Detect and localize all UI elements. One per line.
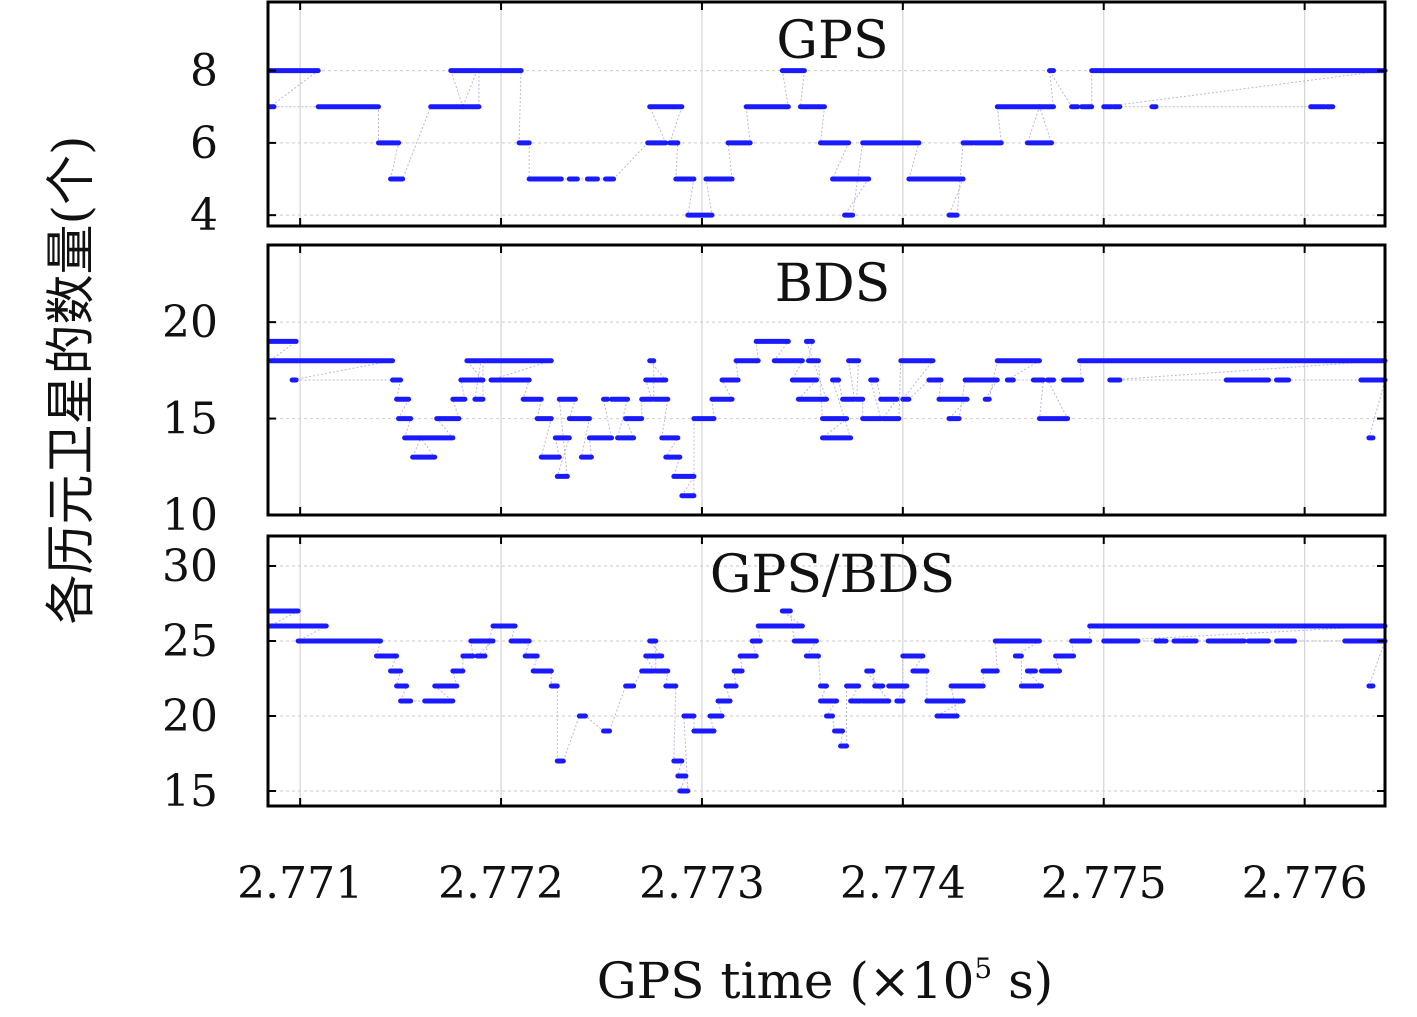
x-tick-label: 2.772 — [438, 858, 564, 909]
x-tick-label: 2.776 — [1242, 858, 1368, 909]
x-axis-label-suffix: s) — [992, 952, 1053, 1010]
x-tick-label: 2.773 — [639, 858, 765, 909]
y-tick-label: 15 — [162, 766, 218, 817]
panel-title: GPS — [776, 11, 888, 71]
y-axis-label: 各历元卫星的数量(个) — [42, 135, 100, 624]
y-tick-label: 30 — [162, 541, 218, 592]
chart-panels: 4 6 8 GPS 10 15 20 BDS 15 20 25 30 GPS/BDS 2.771 2.772… — [162, 0, 1388, 909]
y-tick-label: 20 — [162, 297, 218, 348]
y-tick-label: 20 — [162, 691, 218, 742]
panel-title: GPS/BDS — [710, 545, 955, 605]
y-tick-label: 4 — [190, 190, 218, 241]
x-axis-label-exponent: 5 — [974, 952, 992, 985]
chart-panel-3: 15 20 25 30 GPS/BDS 2.771 2.772 2.773 2.774 2.775… — [162, 534, 1388, 909]
chart-panel-2: 10 15 20 BDS — [162, 243, 1388, 541]
plot-frame — [266, 243, 1387, 517]
y-tick-label: 25 — [162, 616, 218, 667]
x-axis-label: GPS time (×105 s) — [597, 952, 1054, 1010]
chart-panel-1: 4 6 8 GPS — [190, 0, 1388, 241]
plot-frame — [266, 0, 1387, 228]
y-tick-label: 10 — [162, 490, 218, 541]
y-tick-label: 6 — [190, 118, 218, 169]
x-tick-label: 2.774 — [840, 858, 966, 909]
x-tick-label: 2.771 — [237, 858, 363, 909]
y-tick-label: 8 — [190, 46, 218, 97]
plot-frame — [266, 534, 1387, 808]
x-tick-label: 2.775 — [1041, 858, 1167, 909]
x-axis-label-prefix: GPS time (×10 — [597, 952, 975, 1010]
y-tick-label: 15 — [162, 394, 218, 445]
panel-title: BDS — [775, 254, 891, 314]
